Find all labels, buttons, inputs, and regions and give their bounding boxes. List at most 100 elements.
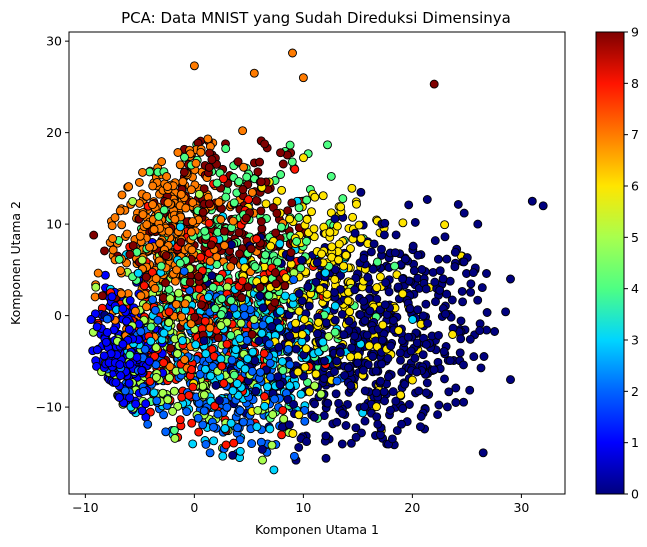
scatter-point (161, 278, 170, 288)
scatter-point (334, 255, 343, 265)
scatter-point (196, 252, 206, 262)
scatter-point (204, 218, 214, 228)
scatter-point (318, 337, 328, 347)
scatter-point (479, 352, 489, 361)
scatter-point (408, 241, 418, 251)
scatter-point (285, 140, 295, 150)
scatter-point (270, 298, 280, 307)
scatter-point (187, 418, 197, 428)
colorbar-tick-label: 6 (631, 179, 639, 194)
scatter-point (255, 282, 265, 292)
scatter-point (154, 211, 164, 221)
scatter-point (236, 318, 246, 328)
scatter-point (276, 222, 286, 232)
scatter-point (271, 268, 280, 278)
scatter-point (102, 314, 112, 324)
scatter-point (285, 360, 295, 370)
scatter-point (198, 420, 208, 430)
scatter-point (326, 171, 336, 181)
scatter-point (100, 246, 109, 256)
scatter-point (270, 394, 279, 404)
scatter-point (204, 199, 214, 209)
scatter-point (415, 422, 425, 432)
scatter-point (151, 372, 161, 382)
scatter-point (392, 426, 402, 436)
scatter-point (327, 242, 337, 252)
scatter-point (153, 315, 163, 325)
x-axis-label: Komponen Utama 1 (255, 522, 379, 537)
scatter-point (125, 359, 135, 369)
scatter-point (229, 198, 239, 208)
scatter-point (260, 392, 269, 401)
scatter-point (107, 221, 117, 231)
scatter-point (368, 264, 378, 274)
scatter-point (288, 429, 298, 438)
scatter-point (229, 303, 239, 313)
scatter-point (473, 295, 483, 305)
scatter-point (238, 126, 248, 136)
scatter-point (455, 348, 465, 358)
scatter-point (281, 273, 291, 283)
scatter-point (302, 195, 312, 205)
scatter-point (124, 378, 134, 388)
scatter-point (330, 275, 340, 284)
scatter-point (389, 316, 398, 325)
scatter-point (99, 351, 109, 361)
scatter-point (136, 291, 146, 301)
scatter-point (433, 254, 443, 264)
scatter-point (226, 296, 236, 305)
scatter-point (218, 451, 228, 461)
scatter-point (148, 295, 158, 305)
scatter-point (310, 381, 320, 391)
scatter-point (169, 386, 179, 396)
scatter-point (377, 359, 387, 369)
scatter-point (356, 234, 366, 244)
scatter-point (178, 336, 187, 346)
y-tick-label: 30 (46, 34, 62, 49)
scatter-point (265, 424, 275, 434)
scatter-point (350, 228, 360, 238)
scatter-point (233, 157, 243, 167)
scatter-point (229, 370, 239, 380)
scatter-point (343, 296, 353, 306)
scatter-point (150, 305, 160, 315)
scatter-point (231, 345, 241, 355)
scatter-point (302, 437, 312, 447)
scatter-point (332, 376, 342, 386)
scatter-point (162, 172, 172, 181)
scatter-point (272, 208, 282, 218)
scatter-point (264, 339, 274, 349)
scatter-point (408, 315, 418, 324)
scatter-point (164, 318, 174, 327)
scatter-point (441, 309, 450, 319)
scatter-point (287, 198, 297, 208)
scatter-point (196, 147, 206, 157)
scatter-point (206, 240, 216, 250)
x-tick-label: −10 (72, 500, 98, 515)
scatter-point (325, 227, 335, 237)
scatter-point (161, 427, 171, 437)
scatter-point (128, 241, 138, 251)
scatter-point (320, 356, 329, 366)
scatter-point (348, 212, 358, 222)
scatter-point (447, 295, 457, 305)
scatter-point (451, 383, 461, 393)
scatter-point (151, 343, 161, 353)
scatter-point (459, 397, 469, 407)
scatter-point (506, 375, 515, 385)
colorbar-tick-label: 8 (631, 76, 639, 91)
scatter-point (271, 279, 281, 289)
scatter-point (323, 398, 333, 408)
colorbar-tick-label: 5 (631, 230, 639, 245)
scatter-point (226, 331, 236, 340)
scatter-point (239, 303, 249, 313)
x-tick-label: 20 (404, 500, 420, 515)
scatter-point (241, 213, 251, 223)
scatter-point (250, 356, 260, 366)
scatter-point (267, 440, 277, 450)
scatter-point (418, 311, 428, 321)
scatter-point (465, 334, 475, 344)
scatter-point (255, 291, 265, 301)
scatter-point (115, 206, 125, 216)
scatter-point (391, 396, 401, 406)
